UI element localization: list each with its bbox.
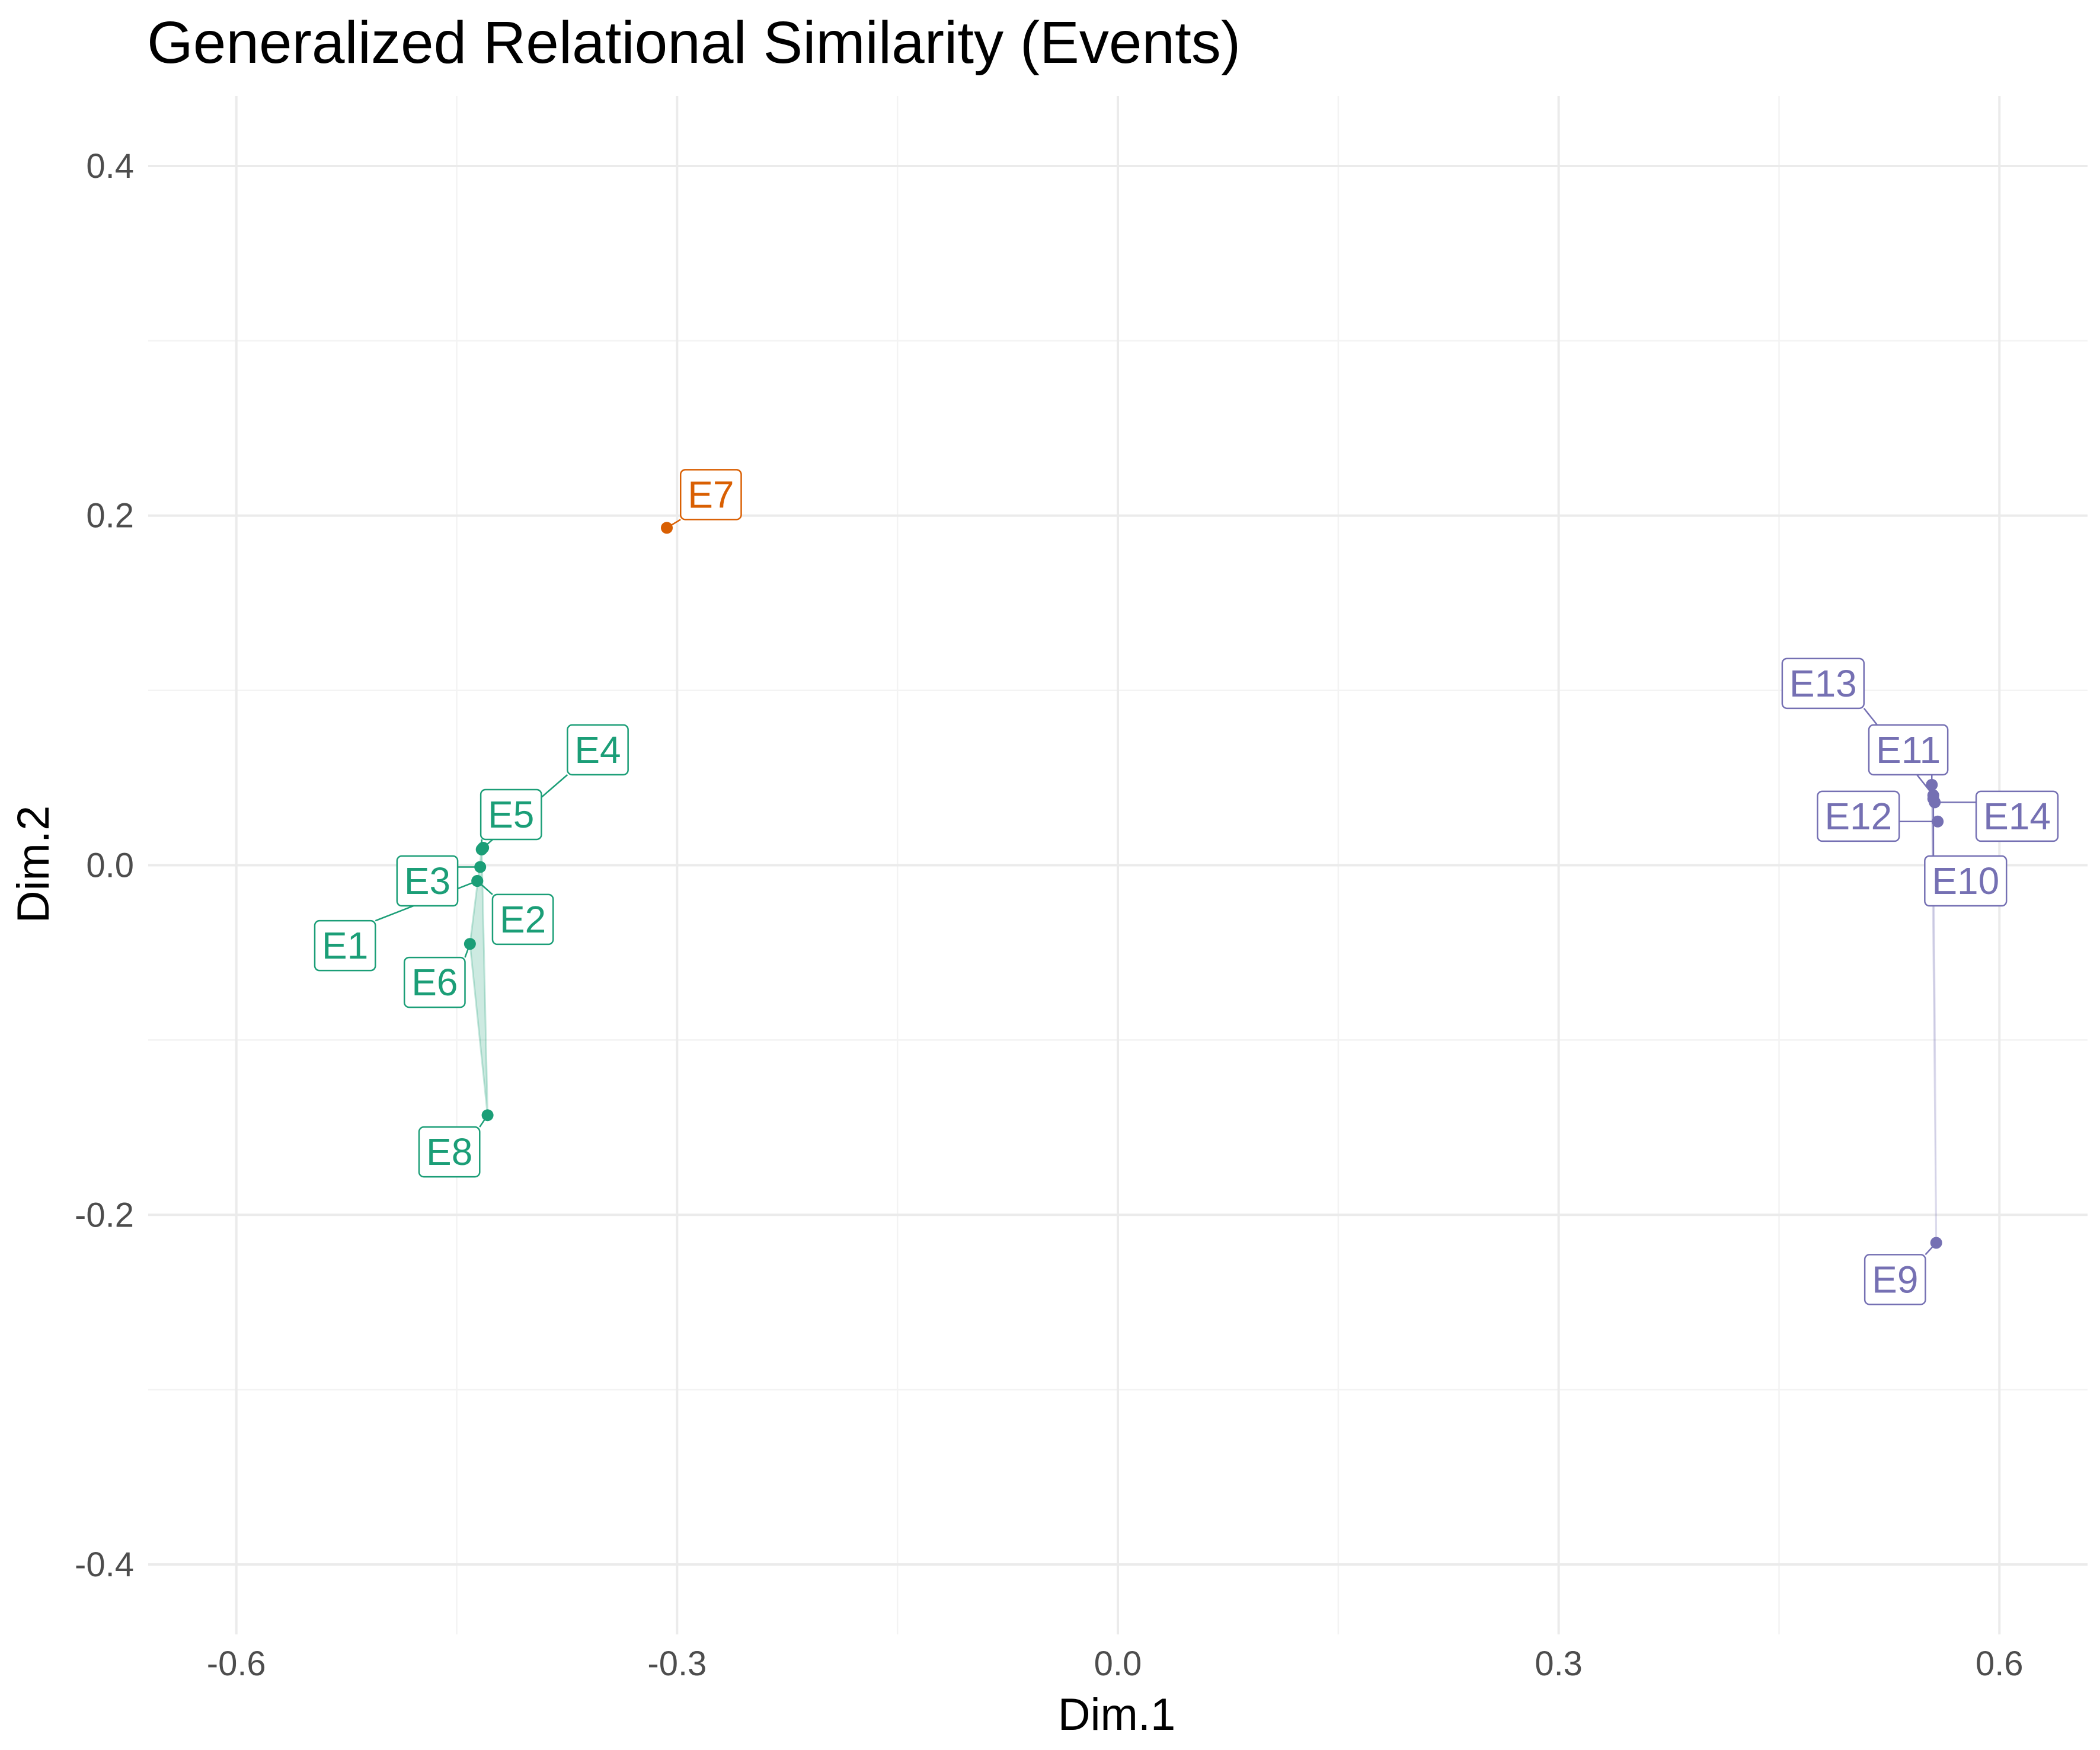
point-labels: E1 E2 E3 E4 E5 E6 E7 E8 E9 E10 E11 E12 E13 E14 (314, 469, 2059, 1305)
tick-labels: -0.6 -0.3 0.0 0.3 0.6 -0.4 -0.2 0.0 0.2 0.4 (75, 147, 2024, 1683)
data-point (481, 1109, 494, 1122)
data-point (1926, 778, 1938, 791)
data-point (1932, 815, 1944, 828)
x-tick-label: -0.6 (207, 1644, 266, 1683)
point-label: E9 (1872, 1258, 1918, 1301)
point-label-box (396, 855, 459, 907)
group-hull (469, 849, 489, 1116)
point-label-box (1864, 1254, 1926, 1305)
data-point (475, 843, 488, 855)
point-label: E12 (1824, 795, 1892, 838)
y-tick-label: -0.2 (75, 1196, 134, 1234)
point-label-box (480, 788, 542, 841)
data-point (464, 938, 476, 950)
point-label-box (1817, 790, 1900, 842)
chart-title: Generalized Relational Similarity (Event… (147, 9, 1241, 76)
x-tick-label: 0.0 (1094, 1644, 1142, 1683)
point-label: E8 (426, 1131, 472, 1173)
data-point (471, 875, 484, 887)
data-point (1930, 1237, 1942, 1249)
point-label-box (491, 893, 554, 946)
x-tick-label: 0.3 (1535, 1644, 1583, 1683)
point-label-box (567, 724, 629, 776)
data-point (661, 522, 673, 534)
point-label-box (1781, 657, 1865, 710)
point-label-box (1868, 724, 1949, 776)
point-label: E10 (1932, 860, 1999, 902)
point-label-box (679, 469, 742, 520)
point-label: E14 (1983, 795, 2051, 838)
point-label: E7 (688, 473, 734, 516)
point-label-box (403, 956, 466, 1008)
point-label-box (314, 919, 376, 972)
y-tick-label: -0.4 (75, 1545, 134, 1584)
point-label: E4 (574, 729, 621, 771)
point-label-box (1975, 790, 2059, 842)
y-tick-label: 0.4 (86, 147, 134, 186)
x-tick-label: -0.3 (647, 1644, 707, 1683)
data-point (1929, 796, 1941, 809)
x-tick-label: 0.6 (1976, 1644, 2024, 1683)
data-points (464, 522, 1944, 1249)
point-label-box (1924, 855, 2008, 907)
point-label: E2 (500, 898, 546, 941)
data-point (474, 861, 487, 873)
point-label: E6 (411, 961, 458, 1004)
y-tick-label: 0.0 (86, 847, 134, 885)
point-label-box (418, 1126, 481, 1178)
point-label: E11 (1876, 729, 1941, 771)
point-label: E13 (1789, 662, 1857, 705)
x-axis-title: Dim.1 (1058, 1690, 1175, 1740)
point-label: E1 (322, 924, 368, 967)
point-label: E5 (488, 793, 534, 836)
y-tick-label: 0.2 (86, 497, 134, 535)
point-label: E3 (404, 860, 450, 902)
y-axis-title: Dim.2 (8, 806, 59, 923)
